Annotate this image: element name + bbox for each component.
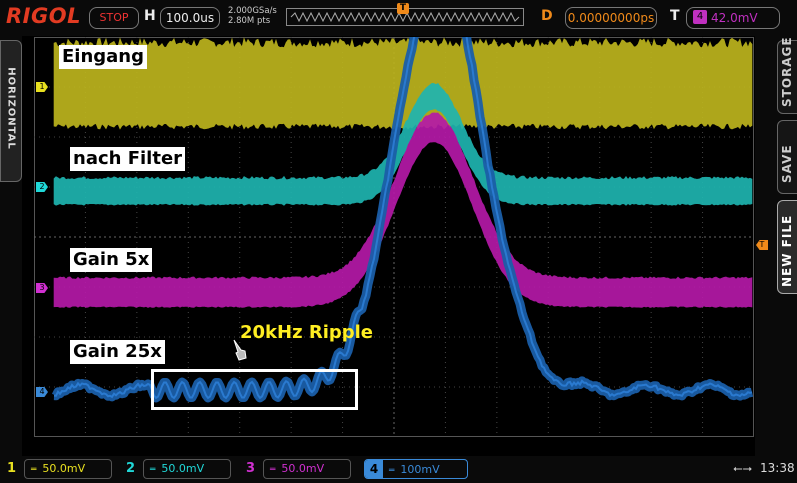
ch3-scale-box[interactable]: ═ 50.0mV	[263, 459, 351, 479]
sample-rate: 2.000GSa/s	[228, 6, 277, 16]
horizontal-tab-label: HORIZONTAL	[5, 67, 17, 150]
ch1-offset-marker[interactable]: 1	[36, 82, 48, 92]
usb-icon: ⭠⭢	[733, 461, 753, 475]
memory-depth: 2.80M pts	[228, 16, 271, 26]
ch4-number: 4	[365, 460, 383, 478]
trigger-delay-value[interactable]: 0.00000000ps	[565, 7, 657, 29]
ch2-scale-box[interactable]: ═ 50.0mV	[143, 459, 231, 479]
ch2-offset-marker[interactable]: 2	[36, 182, 48, 192]
clock-time: 13:38	[760, 461, 795, 475]
ripple-annotation: 20kHz Ripple	[240, 322, 374, 343]
horizontal-tab[interactable]: HORIZONTAL	[0, 40, 22, 182]
ch3-scale: 50.0mV	[281, 462, 325, 475]
ch3-number[interactable]: 3	[246, 461, 256, 476]
waveform-display[interactable]	[34, 27, 755, 437]
ch4-waveform-core	[53, 31, 753, 400]
new-file-softkey[interactable]: NEW FILE	[777, 200, 797, 294]
memory-overview-waveform	[290, 11, 520, 23]
trigger-level: 42.0mV	[711, 11, 758, 25]
ripple-highlight-box	[151, 369, 358, 410]
ch4-scale: 100mV	[400, 463, 440, 476]
label-nach-filter: nach Filter	[70, 147, 186, 171]
ch4-scale-box[interactable]: 4 ═ 100mV	[364, 459, 468, 479]
waveform-canvas	[34, 27, 755, 437]
trigger-level-marker[interactable]: T	[756, 240, 768, 250]
hand-cursor-icon	[233, 339, 247, 361]
storage-softkey[interactable]: STORAGE	[777, 36, 797, 114]
ch1-scale-box[interactable]: ═ 50.0mV	[24, 459, 112, 479]
run-stop-status[interactable]: STOP	[89, 7, 139, 29]
trigger-label: T	[670, 8, 680, 24]
ch4-offset-marker[interactable]: 4	[36, 387, 48, 397]
trigger-settings[interactable]: 4 42.0mV	[686, 7, 780, 29]
dc-coupling-icon: ═	[270, 465, 276, 475]
ch3-waveform	[53, 112, 753, 308]
brand-logo: RIGOL	[6, 4, 81, 28]
save-softkey[interactable]: SAVE	[777, 120, 797, 194]
ch3-offset-marker[interactable]: 3	[36, 283, 48, 293]
dc-coupling-icon: ═	[389, 466, 395, 476]
ch2-waveform	[53, 82, 753, 206]
ch2-number[interactable]: 2	[126, 461, 136, 476]
trigger-source-icon: 4	[693, 10, 707, 24]
timebase-value[interactable]: 100.0us	[160, 7, 220, 29]
new-file-softkey-label: NEW FILE	[780, 214, 794, 287]
label-gain-25x: Gain 25x	[70, 340, 165, 364]
trigger-position-marker[interactable]: T	[397, 3, 409, 14]
delay-label: D	[541, 8, 553, 24]
acquisition-info: 2.000GSa/s 2.80M pts	[228, 6, 277, 26]
top-status-bar: RIGOL STOP H 100.0us 2.000GSa/s 2.80M pt…	[0, 0, 797, 36]
storage-softkey-label: STORAGE	[780, 36, 794, 107]
ch1-number[interactable]: 1	[7, 461, 17, 476]
save-softkey-label: SAVE	[780, 144, 794, 183]
label-gain-5x: Gain 5x	[70, 248, 153, 272]
label-eingang: Eingang	[59, 45, 148, 69]
ch1-scale: 50.0mV	[42, 462, 86, 475]
dc-coupling-icon: ═	[150, 465, 156, 475]
ch2-scale: 50.0mV	[161, 462, 205, 475]
horizontal-label: H	[144, 8, 156, 24]
dc-coupling-icon: ═	[31, 465, 37, 475]
